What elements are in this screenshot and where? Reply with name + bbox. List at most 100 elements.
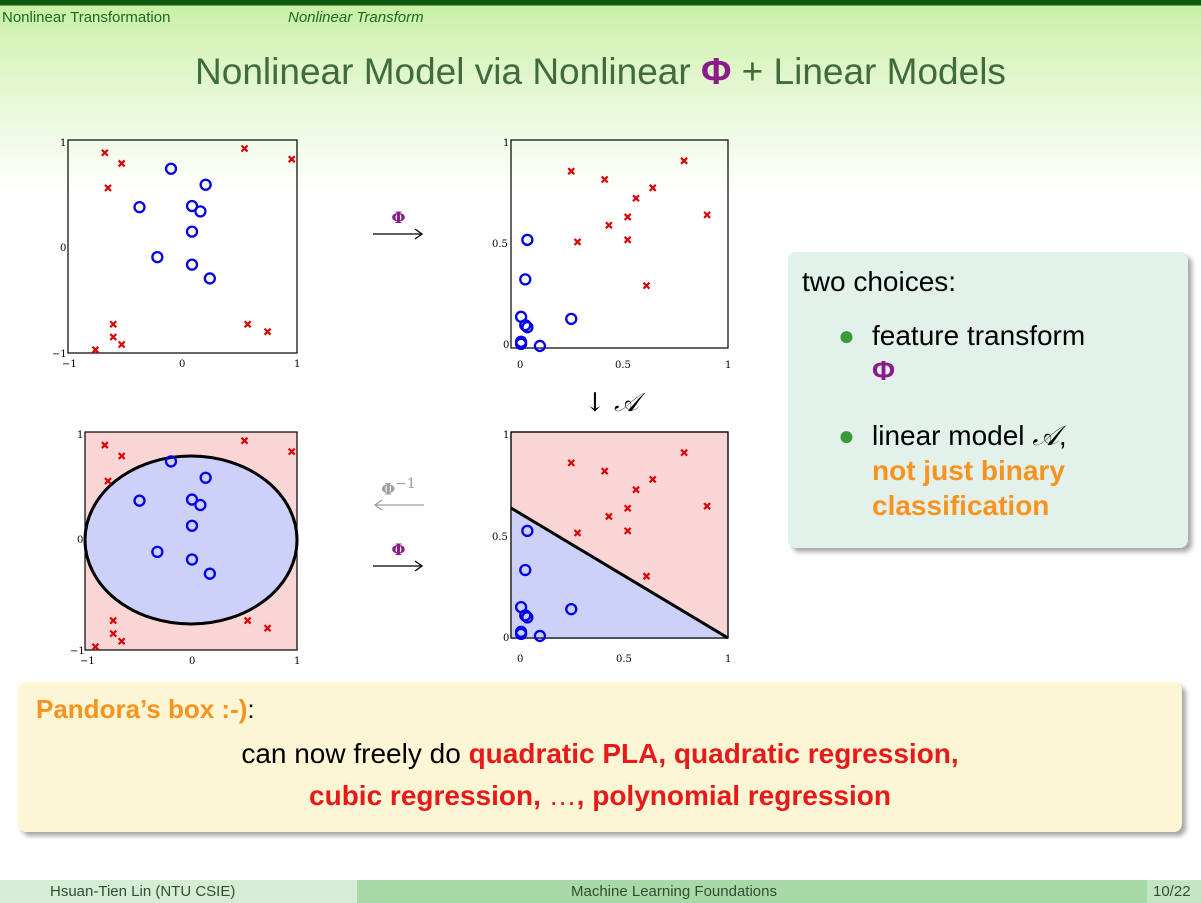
- circle-data-point: [533, 629, 547, 643]
- pandora-line-1: can now freely do quadratic PLA, quadrat…: [18, 738, 1182, 770]
- plot-original-space-classified: 1 0 −1 −1 0 1: [70, 430, 300, 667]
- circle-data-point: [519, 273, 532, 286]
- choice-2-text: linear model: [872, 420, 1033, 451]
- cross-data-point: [101, 441, 109, 449]
- section-name[interactable]: Nonlinear Transformation: [2, 9, 171, 26]
- cross-data-point: [104, 184, 112, 192]
- y-tick-mid: 0.5: [492, 532, 508, 543]
- phi-transform-arrow-top: Φ: [371, 208, 426, 241]
- circle-data-point: [519, 609, 532, 622]
- header-bar: Nonlinear Transformation Nonlinear Trans…: [0, 0, 1201, 33]
- choice-2-emphasis-2: classification: [872, 490, 1050, 521]
- cross-data-point: [642, 572, 651, 580]
- footer-bar: Hsuan-Tien Lin (NTU CSIE) Machine Learni…: [0, 880, 1201, 903]
- x-tick-left: 0: [517, 654, 523, 665]
- circle-data-point: [185, 199, 199, 213]
- phi-transform-arrow-bottom: Φ: [371, 540, 426, 573]
- cross-data-point: [642, 281, 651, 290]
- x-tick-mid: 0.5: [615, 360, 631, 371]
- choice-2-emphasis-1: not just binary: [872, 455, 1065, 486]
- circle-data-point: [164, 455, 178, 468]
- circle-data-point: [514, 627, 528, 641]
- y-tick-mid: 0: [60, 243, 66, 254]
- circle-data-point: [514, 337, 528, 350]
- phi-inverse-arrow: Φ−1: [371, 476, 426, 512]
- linear-boundary: [510, 506, 729, 640]
- circle-data-point: [565, 312, 578, 326]
- choice-1-text: feature transform: [872, 320, 1086, 351]
- cross-data-point: [109, 320, 118, 329]
- x-tick-left: −1: [80, 656, 95, 667]
- choice-1-phi: Φ: [872, 355, 895, 386]
- cross-data-point: [117, 637, 126, 646]
- plot-frame: [510, 139, 729, 349]
- subsection-name[interactable]: Nonlinear Transform: [288, 9, 424, 26]
- circle-data-point: [185, 553, 199, 566]
- title-text-after: + Linear Models: [731, 51, 1006, 92]
- cross-data-point: [703, 502, 711, 510]
- y-tick-bottom: −1: [70, 646, 85, 657]
- cross-data-point: [680, 157, 688, 165]
- right-arrow-icon: [373, 228, 424, 240]
- plot-original-space: 1 0 −1 −1 0 1: [52, 138, 300, 370]
- cross-data-point: [109, 333, 118, 341]
- cross-data-point: [605, 221, 613, 230]
- circle-data-point: [194, 205, 207, 218]
- cross-data-point: [91, 346, 100, 354]
- bullet-icon: ●: [838, 420, 855, 451]
- circle-data-point: [151, 545, 164, 559]
- y-tick-top: 1: [60, 138, 66, 149]
- cross-data-point: [623, 527, 632, 535]
- circle-data-point: [185, 258, 199, 271]
- pandora-line-2-emphasis-b: , polynomial regression: [576, 780, 891, 811]
- cross-data-point: [567, 459, 576, 467]
- cross-data-point: [287, 155, 296, 163]
- pandora-line-2: cubic regression, …, polynomial regressi…: [18, 780, 1182, 812]
- down-arrow-algorithm-label: ↓ 𝒜: [584, 388, 639, 418]
- two-choices-box: two choices: ● feature transform Φ ● lin…: [788, 252, 1188, 548]
- x-tick-right: 1: [725, 654, 731, 665]
- phi-label: Φ: [391, 540, 406, 559]
- footer-page-number: 10/22: [1153, 883, 1191, 900]
- inverse-exponent: −1: [395, 476, 416, 492]
- circle-data-point: [199, 178, 212, 191]
- choice-2-algorithm-symbol: 𝒜: [1032, 419, 1059, 452]
- circle-data-point: [521, 321, 534, 334]
- cross-data-point: [109, 629, 118, 638]
- circle-data-point: [203, 272, 217, 285]
- cross-data-point: [287, 447, 296, 456]
- y-tick-bottom: 0: [503, 340, 509, 351]
- circle-data-point: [133, 200, 146, 214]
- cross-data-point: [605, 512, 613, 521]
- circle-data-point: [521, 233, 534, 246]
- x-tick-right: 1: [725, 360, 731, 371]
- plot-transformed-space: 1 0.5 0 0 0.5 1: [492, 138, 731, 371]
- cross-data-point: [567, 167, 576, 175]
- pandora-heading-colon: :: [247, 694, 255, 724]
- footer-course: Machine Learning Foundations: [571, 883, 777, 900]
- circle-data-point: [185, 493, 199, 506]
- circle-boundary: [83, 454, 299, 626]
- cross-data-point: [243, 616, 252, 625]
- x-tick-mid: 0: [189, 656, 195, 667]
- cross-data-point: [623, 213, 632, 221]
- cross-data-point: [101, 149, 109, 157]
- x-tick-right: 1: [294, 656, 300, 667]
- cross-data-point: [263, 327, 272, 336]
- right-arrow-icon: [373, 560, 424, 572]
- cross-data-point: [623, 236, 632, 244]
- pandora-line-1-prefix: can now freely do: [241, 738, 469, 769]
- cross-data-point: [703, 211, 711, 219]
- phi-label: Φ: [391, 208, 406, 227]
- circle-data-point: [151, 251, 164, 264]
- slide-title: Nonlinear Model via Nonlinear Φ + Linear…: [0, 51, 1201, 93]
- bullet-icon: ●: [838, 320, 855, 351]
- plot-transformed-space-classified: 1 0.5 0 0 0.5 1: [492, 430, 731, 665]
- y-tick-top: 1: [503, 138, 509, 149]
- cross-data-point: [240, 144, 249, 153]
- y-tick-top: 1: [503, 430, 509, 441]
- cross-data-point: [573, 529, 582, 537]
- pandora-line-2-dots: …: [548, 780, 577, 811]
- title-background: [0, 33, 1201, 193]
- choice-feature-transform: feature transform Φ: [872, 318, 1085, 388]
